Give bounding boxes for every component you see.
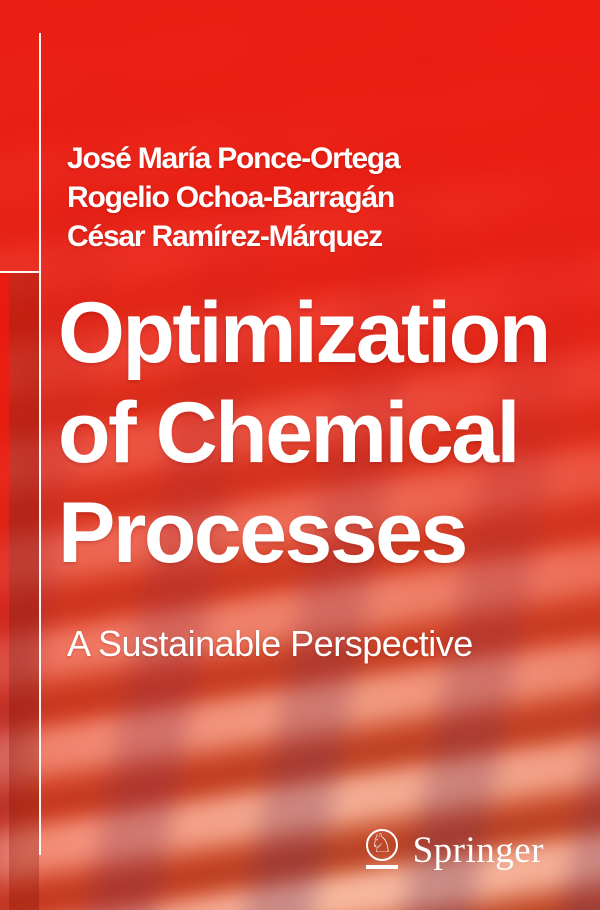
publisher-name: Springer bbox=[412, 830, 544, 871]
book-subtitle: A Sustainable Perspective bbox=[67, 623, 473, 664]
author-name-3: César Ramírez-Márquez bbox=[67, 220, 383, 253]
springer-logo: ♘ Springer bbox=[363, 829, 544, 869]
horizontal-rule bbox=[0, 271, 41, 273]
authors-block: José María Ponce-Ortega Rogelio Ochoa-Ba… bbox=[67, 139, 401, 256]
vertical-rule bbox=[39, 33, 41, 855]
knight-glyph: ♘ bbox=[369, 828, 393, 859]
logo-circle: ♘ bbox=[365, 828, 398, 861]
book-title-line-3: Processes bbox=[58, 485, 468, 581]
left-edge-bright-strip bbox=[0, 273, 9, 910]
left-edge-dark-strip bbox=[9, 273, 39, 910]
book-title-line-1: Optimization bbox=[58, 285, 551, 381]
book-title: Optimization of Chemical Processes bbox=[58, 283, 551, 583]
springer-horse-icon: ♘ bbox=[363, 829, 401, 869]
book-title-line-2: of Chemical bbox=[58, 385, 520, 481]
author-name-1: José María Ponce-Ortega bbox=[67, 142, 401, 175]
logo-underline-bar bbox=[365, 865, 398, 869]
author-name-2: Rogelio Ochoa-Barragán bbox=[67, 181, 395, 214]
